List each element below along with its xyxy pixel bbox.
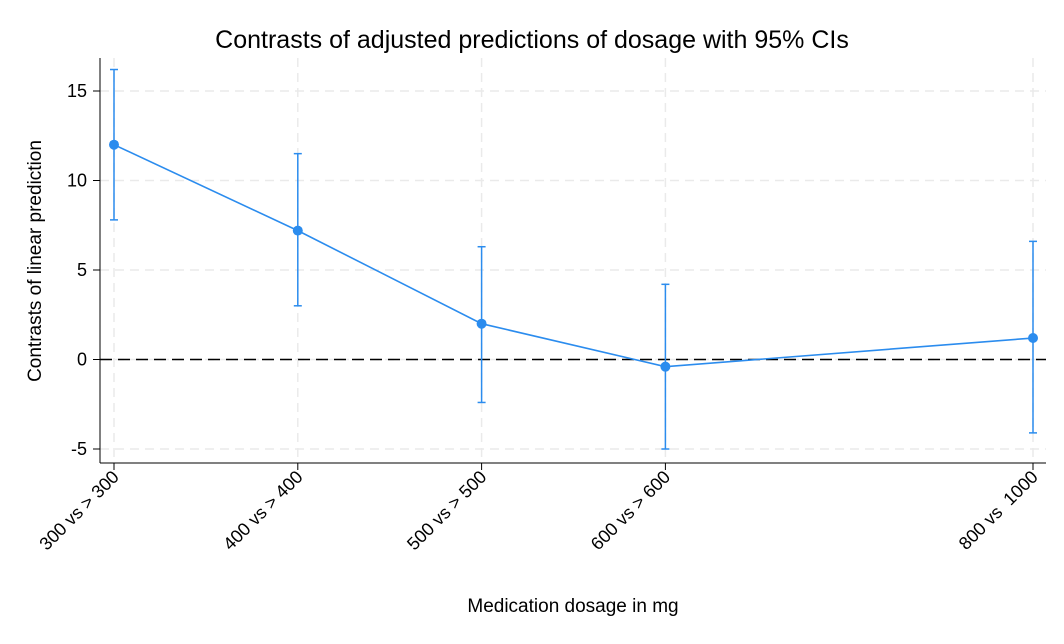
data-point [1028, 333, 1038, 344]
data-points [109, 139, 1038, 372]
series-line [113, 143, 1034, 368]
y-tick-label: -5 [71, 439, 87, 459]
data-point [660, 361, 671, 372]
y-ticks: -5 0 5 10 15 [67, 81, 100, 459]
x-axis-title: Medication dosage in mg [467, 596, 678, 617]
grid [100, 58, 1046, 463]
y-axis-title: Contrasts of linear prediction [25, 140, 46, 382]
chart-title: Contrasts of adjusted predictions of dos… [215, 26, 849, 54]
y-tick-label: 0 [77, 350, 87, 370]
data-point [292, 225, 303, 236]
data-point [109, 139, 119, 150]
x-tick-label: 500 vs > 500 [403, 467, 490, 554]
y-tick-label: 10 [67, 171, 87, 191]
y-tick-label: 5 [77, 260, 87, 280]
x-ticks: 300 vs > 300 400 vs > 400 500 vs > 500 600 … [35, 463, 1042, 554]
x-tick-label: 400 vs > 400 [219, 467, 306, 554]
x-tick-label: 300 vs > 300 [35, 467, 122, 554]
x-tick-label: 800 vs 1000 [955, 467, 1042, 554]
data-point [476, 318, 487, 329]
confidence-intervals [110, 68, 1037, 450]
x-tick-label: 600 vs > 600 [587, 467, 674, 554]
axes [99, 58, 1046, 464]
y-tick-label: 15 [67, 81, 87, 101]
